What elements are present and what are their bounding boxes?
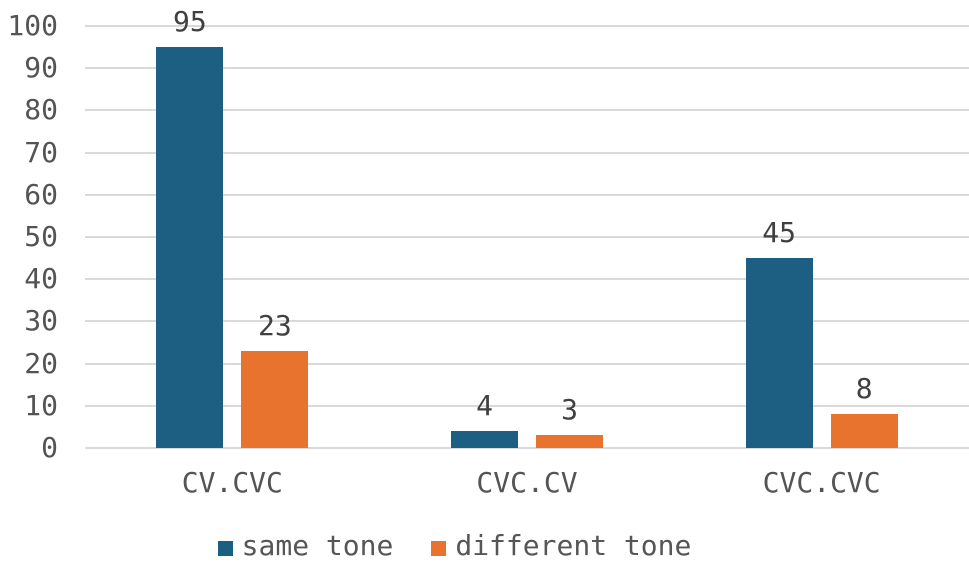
bar-value-label: 4 xyxy=(476,389,493,423)
gridline xyxy=(85,278,969,281)
gridline xyxy=(85,67,969,70)
bar-value-label: 23 xyxy=(257,308,292,342)
bar-value-label: 95 xyxy=(172,5,207,39)
x-category-label: CV.CVC xyxy=(181,466,283,499)
y-tick-label: 60 xyxy=(24,177,58,211)
y-tick-label: 0 xyxy=(41,431,58,464)
gridline xyxy=(85,236,969,238)
y-tick-label: 80 xyxy=(24,93,58,127)
legend-item-different-tone: different tone xyxy=(431,531,691,561)
bar-same-tone-cvc.cvc xyxy=(745,258,813,448)
y-tick-label: 10 xyxy=(24,388,58,422)
legend-label: same tone xyxy=(241,529,394,562)
legend: same tone different tone xyxy=(0,531,939,561)
bar-value-label: 3 xyxy=(561,393,578,427)
y-tick-label: 90 xyxy=(24,51,58,85)
bar-different-tone-cvc.cv xyxy=(536,435,603,448)
bar-different-tone-cvc.cvc xyxy=(830,414,898,448)
y-tick-label: 20 xyxy=(24,346,58,380)
bar-same-tone-cvc.cv xyxy=(451,431,518,448)
gridline xyxy=(85,404,969,407)
gridline xyxy=(85,193,969,196)
bar-value-label: 45 xyxy=(762,216,797,250)
bar-different-tone-cv.cvc xyxy=(241,350,309,448)
y-tick-label: 100 xyxy=(7,9,58,42)
gridline xyxy=(85,151,969,154)
y-tick-label: 70 xyxy=(24,135,58,169)
gridline xyxy=(85,447,969,449)
gridline xyxy=(85,25,969,27)
bar-same-tone-cv.cvc xyxy=(156,47,224,448)
y-tick-label: 50 xyxy=(24,220,58,253)
x-category-label: CVC.CV xyxy=(476,466,578,499)
legend-item-same-tone: same tone xyxy=(217,529,394,562)
legend-swatch-icon xyxy=(431,540,447,556)
gridline xyxy=(85,109,969,112)
y-tick-label: 40 xyxy=(24,262,58,296)
bar-value-label: 8 xyxy=(855,372,873,406)
legend-label: different tone xyxy=(455,529,692,562)
gridline xyxy=(85,362,969,365)
gridline xyxy=(85,320,969,323)
y-tick-label: 30 xyxy=(24,304,58,338)
x-category-label: CVC.CVC xyxy=(762,466,881,499)
legend-swatch-icon xyxy=(217,540,233,556)
